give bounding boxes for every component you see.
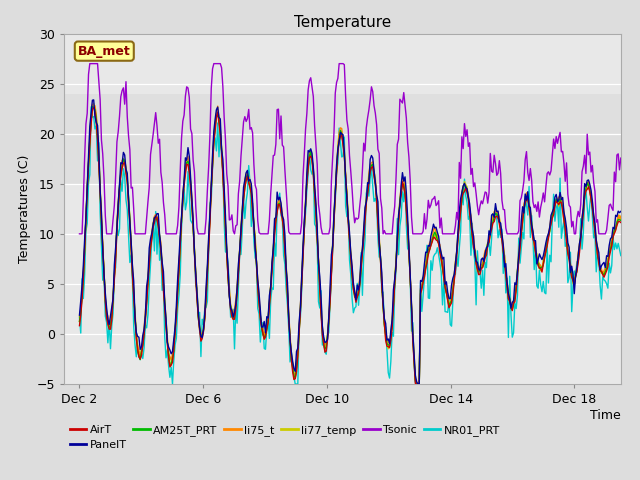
Line: li75_t: li75_t (79, 105, 621, 384)
Y-axis label: Temperatures (C): Temperatures (C) (18, 155, 31, 263)
Line: PanelT: PanelT (79, 100, 621, 384)
AM25T_PRT (596, 267, 604, 273)
li77_temp (95, 155, 102, 161)
PanelT (90, 97, 97, 103)
li75_t (76, 313, 83, 319)
li77_temp (76, 319, 83, 324)
li77_temp (524, 196, 532, 202)
PanelT (319, 323, 326, 329)
AM25T_PRT (95, 156, 102, 162)
PanelT (524, 189, 532, 194)
li75_t (319, 324, 326, 330)
AM25T_PRT (413, 381, 420, 387)
AirT (90, 105, 97, 110)
li77_temp (344, 214, 352, 220)
Tsonic (86, 61, 93, 67)
AirT (617, 220, 625, 226)
Legend: AirT, PanelT, AM25T_PRT, li75_t, li77_temp, Tsonic, NR01_PRT: AirT, PanelT, AM25T_PRT, li75_t, li77_te… (70, 425, 500, 450)
NR01_PRT (87, 104, 95, 110)
li75_t (88, 102, 96, 108)
PanelT (596, 267, 604, 273)
li75_t (344, 215, 352, 220)
AM25T_PRT (319, 328, 326, 334)
PanelT (344, 215, 352, 220)
Tsonic (319, 231, 326, 237)
Bar (64, 94, 621, 184)
PanelT (414, 381, 422, 387)
li77_temp (319, 326, 326, 332)
NR01_PRT (524, 212, 532, 218)
AM25T_PRT (524, 196, 532, 202)
AirT (95, 162, 102, 168)
Line: Tsonic: Tsonic (79, 64, 621, 234)
NR01_PRT (259, 320, 267, 325)
Text: Time: Time (590, 408, 621, 421)
NR01_PRT (346, 257, 353, 263)
NR01_PRT (617, 252, 625, 258)
AM25T_PRT (617, 217, 625, 223)
AirT (524, 195, 532, 201)
AM25T_PRT (344, 214, 352, 219)
PanelT (76, 312, 83, 318)
li75_t (524, 193, 532, 199)
li77_temp (258, 321, 266, 327)
PanelT (258, 324, 266, 330)
Tsonic (595, 231, 603, 237)
Tsonic (617, 155, 625, 161)
Tsonic (76, 231, 83, 237)
li75_t (95, 150, 102, 156)
AirT (344, 219, 352, 225)
Line: AM25T_PRT: AM25T_PRT (79, 107, 621, 384)
NR01_PRT (169, 381, 177, 387)
Line: AirT: AirT (79, 108, 621, 384)
li75_t (617, 214, 625, 219)
AirT (76, 323, 83, 328)
AirT (258, 324, 266, 330)
AM25T_PRT (258, 324, 266, 330)
NR01_PRT (95, 140, 102, 145)
Tsonic (344, 126, 352, 132)
AirT (319, 332, 326, 338)
AirT (413, 381, 420, 387)
AM25T_PRT (76, 318, 83, 324)
li77_temp (90, 101, 97, 107)
li75_t (413, 381, 420, 387)
li77_temp (413, 381, 420, 387)
li75_t (258, 323, 266, 329)
li77_temp (617, 217, 625, 223)
Tsonic (95, 78, 102, 84)
AM25T_PRT (88, 104, 96, 109)
li75_t (596, 264, 604, 269)
li77_temp (596, 267, 604, 273)
Line: li77_temp: li77_temp (79, 104, 621, 384)
Title: Temperature: Temperature (294, 15, 391, 30)
NR01_PRT (76, 315, 83, 321)
AirT (596, 268, 604, 274)
Tsonic (258, 231, 266, 237)
Text: BA_met: BA_met (78, 45, 131, 58)
PanelT (617, 208, 625, 214)
PanelT (95, 148, 102, 154)
NR01_PRT (320, 338, 328, 344)
Line: NR01_PRT: NR01_PRT (79, 107, 621, 384)
Tsonic (523, 149, 531, 155)
NR01_PRT (596, 283, 604, 288)
